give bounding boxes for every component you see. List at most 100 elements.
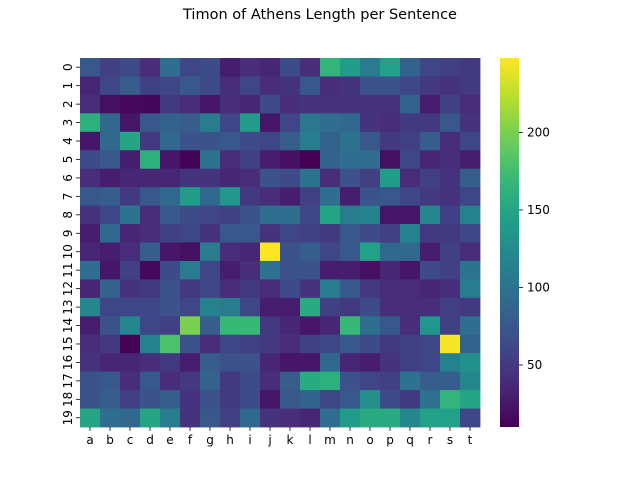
heatmap-cell — [280, 279, 301, 299]
heatmap-cell — [300, 168, 321, 188]
heatmap-cell — [220, 242, 241, 262]
heatmap-cell — [400, 260, 421, 280]
heatmap-cell — [420, 187, 441, 206]
heatmap-cell — [100, 113, 121, 133]
heatmap-cell — [80, 260, 101, 280]
heatmap-cell — [240, 76, 261, 96]
heatmap-cell — [200, 260, 221, 280]
heatmap-cell — [240, 205, 261, 225]
heatmap-cell — [100, 131, 121, 151]
heatmap-cell — [240, 279, 261, 299]
heatmap-cell — [140, 390, 161, 409]
y-tick-label: 11 — [61, 263, 75, 278]
y-tick-label: 5 — [61, 156, 75, 164]
heatmap-cell — [240, 58, 261, 77]
heatmap-cell — [300, 334, 321, 354]
heatmap-cell — [400, 168, 421, 188]
heatmap-cell — [400, 279, 421, 299]
heatmap-cell — [380, 390, 401, 409]
heatmap-cell — [160, 131, 181, 151]
heatmap-cell — [380, 242, 401, 262]
heatmap-cell — [260, 408, 281, 428]
heatmap-cell — [420, 168, 441, 188]
heatmap-cell — [80, 334, 101, 354]
heatmap-cell — [460, 408, 481, 428]
heatmap-cell — [320, 113, 341, 133]
heatmap-cell — [200, 334, 221, 354]
heatmap-cell — [260, 390, 281, 409]
heatmap-cell — [200, 205, 221, 225]
heatmap-cell — [240, 297, 261, 317]
heatmap-cell — [240, 353, 261, 373]
heatmap-cell — [340, 316, 361, 336]
heatmap-cell — [120, 297, 141, 317]
y-tick-label: 15 — [61, 336, 75, 351]
heatmap-cell — [340, 58, 361, 77]
heatmap-cell — [160, 168, 181, 188]
heatmap-cell — [340, 94, 361, 114]
y-tick-label: 14 — [61, 318, 75, 333]
heatmap-cell — [380, 297, 401, 317]
heatmap-cell — [100, 242, 121, 262]
heatmap-cell — [280, 224, 301, 243]
heatmap-cell — [80, 279, 101, 299]
heatmap-cell — [260, 260, 281, 280]
heatmap-cell — [240, 334, 261, 354]
heatmap-cell — [260, 168, 281, 188]
heatmap-cell — [320, 260, 341, 280]
heatmap-cell — [460, 168, 481, 188]
heatmap-cell — [280, 94, 301, 114]
heatmap-cell — [420, 113, 441, 133]
y-tick-label: 10 — [61, 244, 75, 259]
heatmap-cell — [380, 76, 401, 96]
heatmap-cell — [460, 353, 481, 373]
heatmap-cell — [440, 408, 461, 428]
heatmap-cell — [400, 390, 421, 409]
heatmap-cell — [180, 76, 201, 96]
heatmap-cell — [140, 371, 161, 391]
heatmap-cell — [460, 279, 481, 299]
heatmap-cell — [280, 260, 301, 280]
x-tick-label: a — [86, 433, 93, 447]
heatmap-cell — [80, 187, 101, 206]
heatmap-cell — [340, 353, 361, 373]
heatmap-cell — [140, 316, 161, 336]
heatmap-cell — [460, 297, 481, 317]
heatmap-cell — [360, 371, 381, 391]
heatmap-cell — [140, 58, 161, 77]
heatmap-cell — [100, 297, 121, 317]
heatmap-cell — [100, 371, 121, 391]
heatmap-cell — [260, 76, 281, 96]
heatmap-cell — [120, 113, 141, 133]
heatmap-cells — [80, 58, 481, 428]
heatmap-cell — [100, 205, 121, 225]
heatmap-cell — [300, 297, 321, 317]
heatmap-cell — [380, 316, 401, 336]
heatmap-cell — [400, 131, 421, 151]
heatmap-cell — [260, 131, 281, 151]
heatmap-cell — [80, 76, 101, 96]
heatmap-cell — [160, 113, 181, 133]
heatmap-cell — [160, 390, 181, 409]
heatmap-cell — [260, 94, 281, 114]
heatmap-cell — [300, 242, 321, 262]
heatmap-cell — [120, 242, 141, 262]
colorbar-tick-label: 100 — [527, 280, 550, 294]
x-tick-label: c — [127, 433, 134, 447]
heatmap-cell — [360, 390, 381, 409]
heatmap-cell — [80, 94, 101, 114]
heatmap-cell — [300, 205, 321, 225]
x-tick-label: p — [386, 433, 394, 447]
heatmap-cell — [320, 242, 341, 262]
heatmap-cell — [440, 94, 461, 114]
heatmap-cell — [400, 334, 421, 354]
heatmap-cell — [180, 94, 201, 114]
heatmap-cell — [360, 131, 381, 151]
heatmap-cell — [220, 187, 241, 206]
heatmap-cell — [380, 113, 401, 133]
heatmap-cell — [180, 353, 201, 373]
heatmap-cell — [200, 316, 221, 336]
heatmap-cell — [180, 408, 201, 428]
heatmap-cell — [360, 187, 381, 206]
